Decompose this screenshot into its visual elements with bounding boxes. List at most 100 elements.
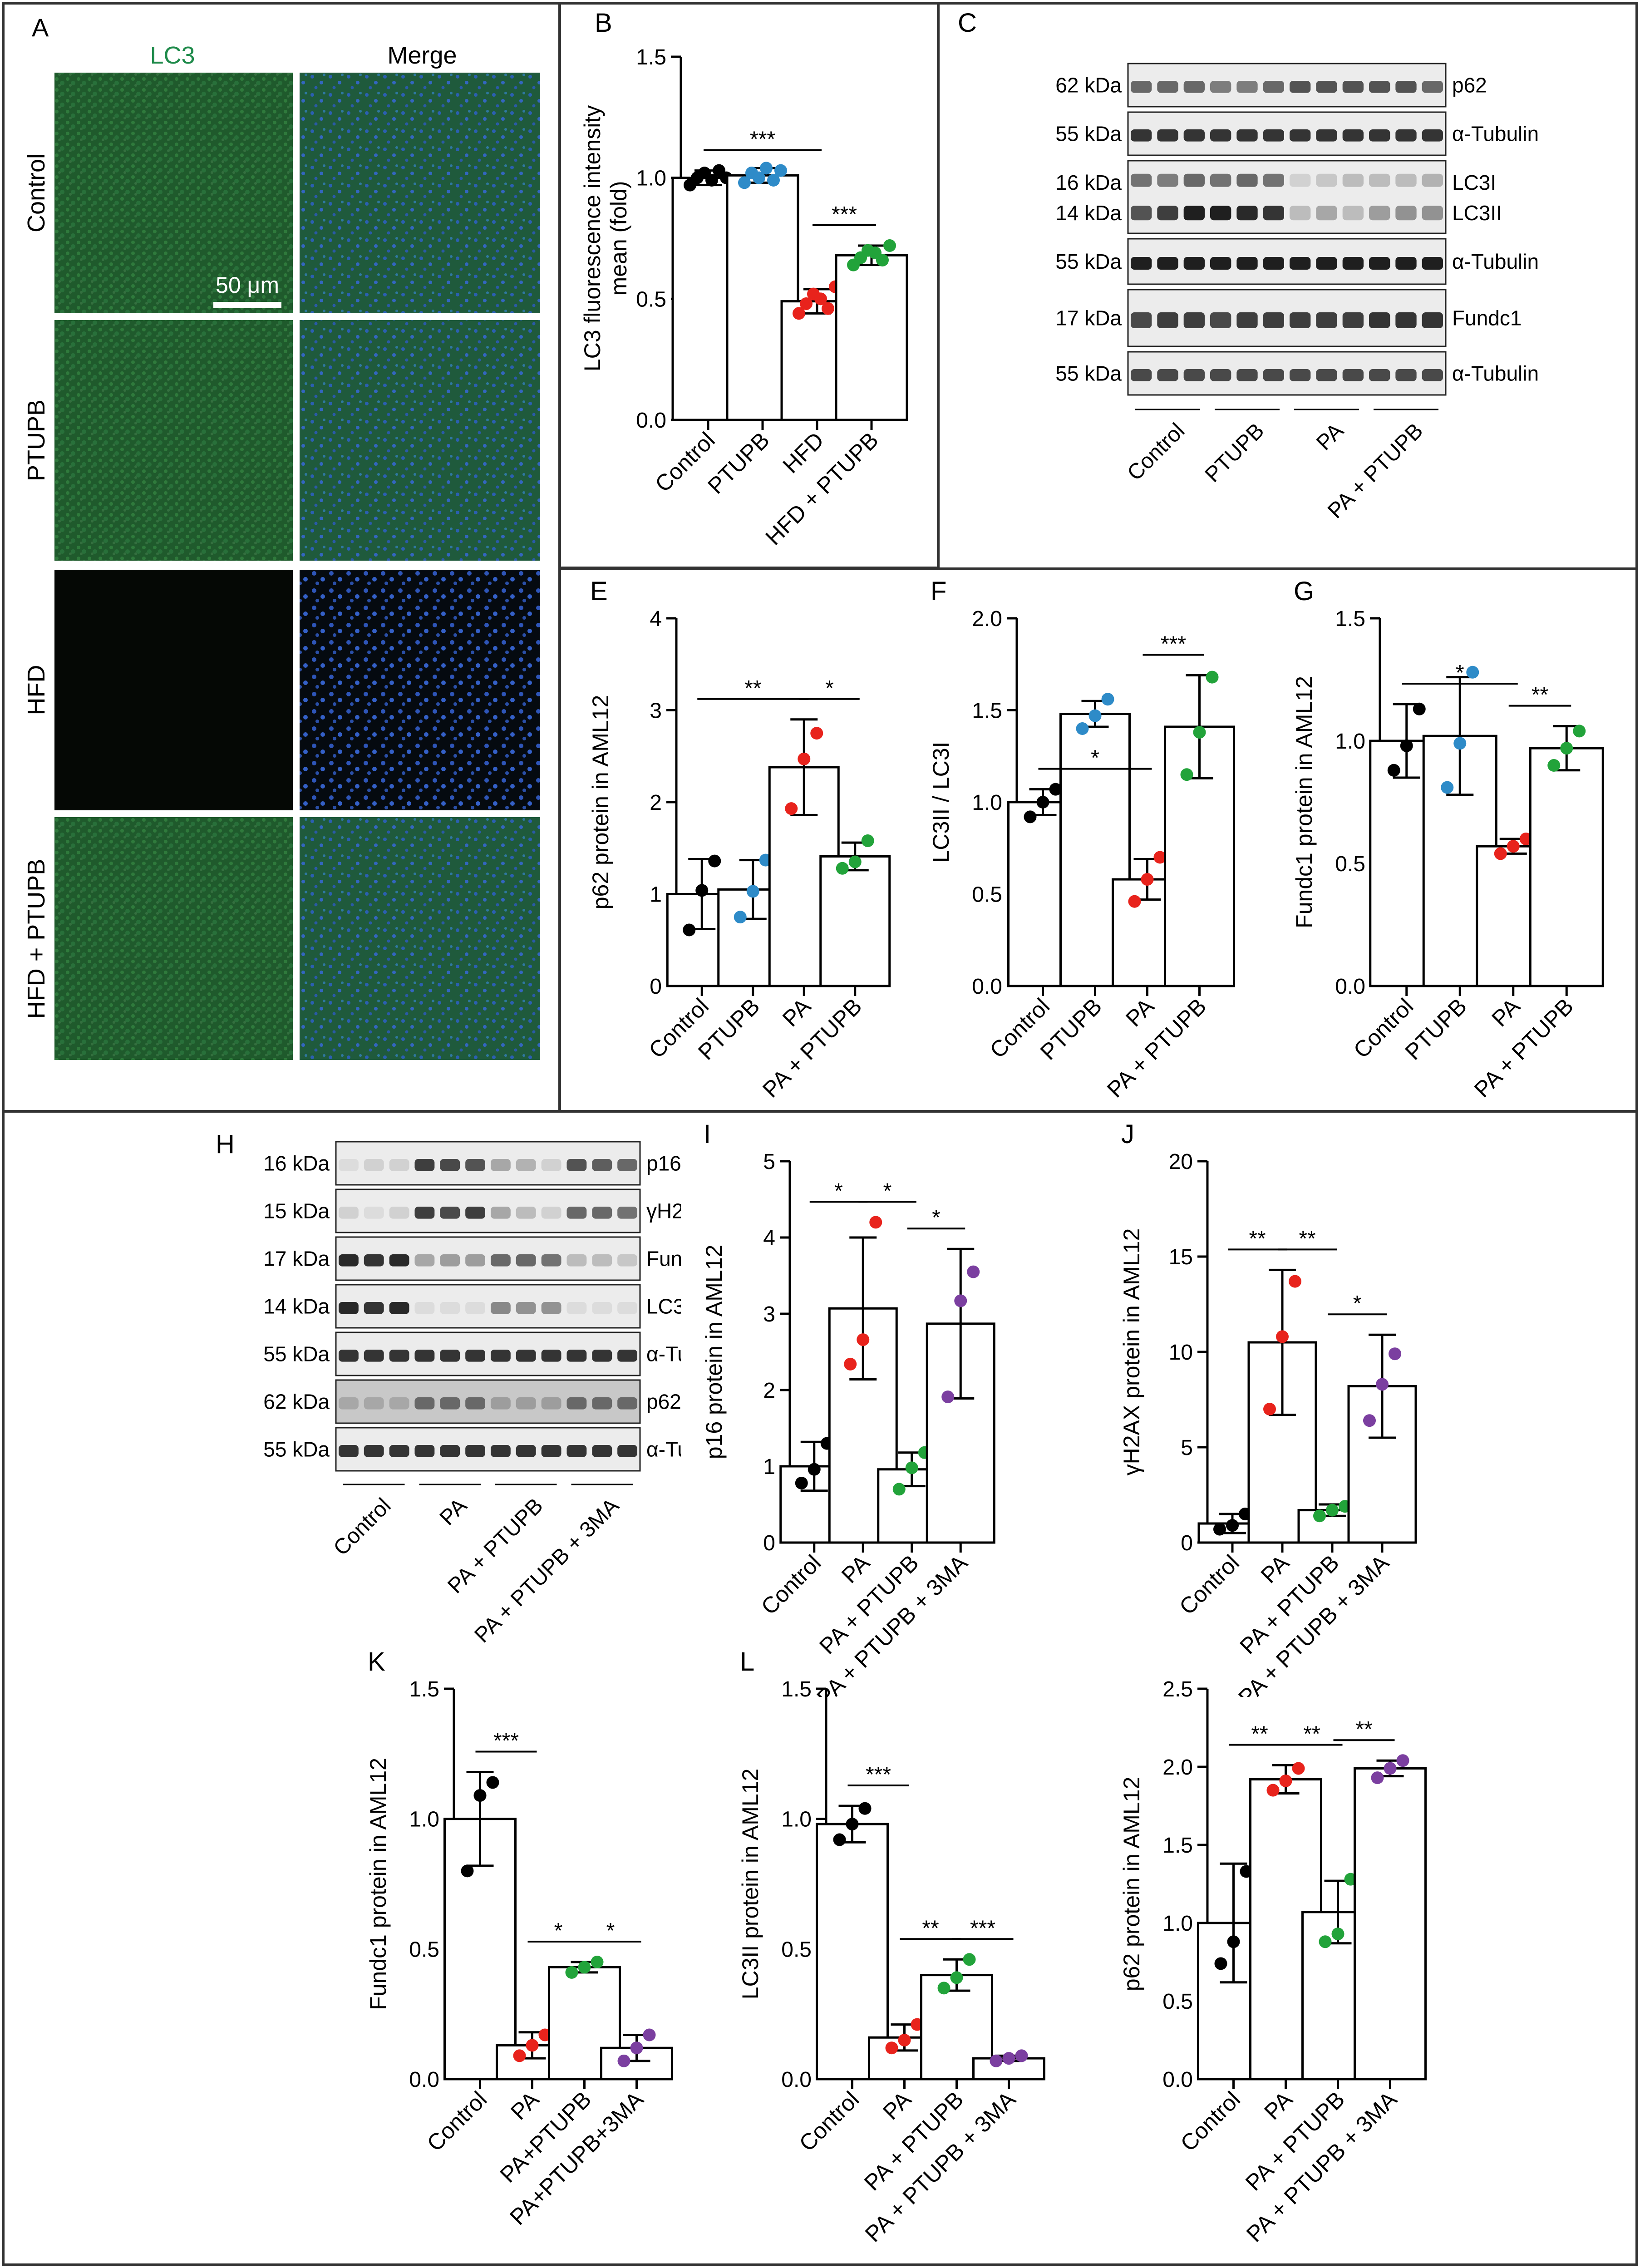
blot-band	[617, 1397, 637, 1410]
data-point	[1036, 796, 1049, 809]
blot-band	[1183, 257, 1205, 270]
data-point	[643, 2028, 656, 2041]
data-point	[808, 1463, 821, 1476]
data-point	[833, 1833, 846, 1846]
y-tick-label: 0.5	[636, 287, 666, 311]
blot-protein-label: LC3II	[646, 1295, 681, 1318]
panel-letter: E	[590, 577, 608, 606]
blot-band	[1395, 369, 1417, 381]
blot-band	[1422, 312, 1443, 328]
blot-band	[465, 1397, 485, 1410]
data-point	[800, 297, 813, 310]
data-point	[705, 174, 718, 187]
data-point	[858, 1802, 872, 1815]
y-axis-label: LC3II protein in AML12	[738, 1769, 763, 2000]
blot-band	[1422, 257, 1443, 270]
blot-band	[1157, 369, 1178, 381]
data-point	[1024, 810, 1037, 823]
blot-band	[339, 1302, 359, 1314]
blot-band	[1369, 257, 1390, 270]
category-label: PA + PTUPB	[1469, 993, 1578, 1102]
blot-band	[1422, 369, 1443, 381]
data-point	[473, 1789, 487, 1802]
data-point	[885, 2041, 898, 2055]
significance-label: *	[883, 1179, 892, 1203]
data-point	[760, 162, 773, 175]
panel-letter: I	[704, 1119, 711, 1149]
panel-letter: H	[216, 1129, 235, 1159]
data-point	[967, 1265, 980, 1278]
data-point	[1560, 742, 1573, 755]
blot-band	[1369, 81, 1390, 93]
blot-band	[1157, 81, 1178, 93]
y-axis-label: Fundc1 protein in AML12	[1291, 676, 1317, 928]
blot-kda-label: 16 kDa	[263, 1152, 330, 1175]
bar-3	[1529, 747, 1604, 987]
data-point	[1441, 781, 1454, 794]
panel-letter: G	[1294, 577, 1314, 606]
blot-band	[516, 1302, 536, 1314]
group-label: PA	[1312, 419, 1348, 455]
blot-band	[414, 1445, 435, 1457]
image-control-merge	[300, 73, 540, 313]
blot-band	[1369, 129, 1390, 142]
blot-strip-0	[335, 1141, 641, 1186]
blot-band	[566, 1254, 587, 1267]
blot-protein-label: α-Tubulin	[1452, 122, 1539, 146]
data-point	[883, 239, 896, 252]
data-point	[798, 752, 811, 765]
data-point	[1363, 1414, 1376, 1427]
blot-band	[1157, 257, 1178, 270]
data-point	[683, 923, 696, 937]
blot-band	[1316, 81, 1337, 93]
group-label: PTUPB	[1201, 419, 1269, 487]
category-label: PA	[506, 2086, 544, 2125]
data-point	[1206, 671, 1219, 684]
data-point	[785, 802, 798, 815]
panel-letter: C	[958, 8, 977, 38]
y-tick-label: 10	[1169, 1341, 1193, 1365]
blot-kda-label: 62 kDa	[1055, 74, 1122, 97]
blot-band	[1157, 206, 1178, 221]
blot-band	[491, 1445, 511, 1457]
panel-l-chart: 0.0 0.5 1.0 1.5 2.0 2.5 p62 protein in AML12 Co…	[1119, 1677, 1427, 2247]
data-point	[1384, 1762, 1397, 1775]
panel-a-microscopy: A LC3 Merge 50 μm Control PTUPB HFD HFD …	[23, 13, 540, 1060]
y-tick-label: 15	[1169, 1245, 1193, 1269]
bar-3	[835, 254, 908, 421]
blot-kda-label: 55 kDa	[263, 1438, 330, 1461]
blot-protein-label: α-Tubulin	[646, 1438, 681, 1461]
data-point	[526, 2039, 539, 2052]
blot-band	[592, 1207, 612, 1219]
blot-band	[1395, 206, 1417, 221]
blot-strip-0	[1127, 63, 1447, 108]
blot-band	[617, 1254, 637, 1267]
blot-band	[566, 1302, 587, 1314]
data-point	[1227, 1935, 1240, 1948]
blot-band	[1157, 173, 1178, 187]
blot-band	[389, 1207, 409, 1219]
blot-band	[440, 1397, 460, 1410]
blot-band	[1290, 129, 1311, 142]
data-point	[1326, 1504, 1339, 1517]
data-point	[513, 2049, 526, 2062]
blot-protein-label: α-Tubulin	[1452, 362, 1539, 385]
y-axis-label-line: LC3 fluorescence intensity	[580, 105, 605, 371]
y-tick-label: 3	[763, 1302, 775, 1326]
blot-band	[1342, 206, 1364, 221]
blot-band	[1263, 257, 1284, 270]
y-tick-label: 1.0	[636, 167, 666, 191]
blot-band	[1210, 81, 1231, 93]
data-point	[1076, 722, 1089, 735]
blot-band	[339, 1254, 359, 1267]
y-axis-label: p16 protein in AML12	[701, 1245, 727, 1459]
y-tick-label: 0.0	[972, 975, 1002, 999]
data-point	[1292, 1762, 1305, 1775]
y-tick-label: 1.0	[972, 791, 1002, 815]
blot-band	[1369, 369, 1390, 381]
blot-band	[617, 1350, 637, 1362]
y-tick-label: 0	[650, 975, 662, 999]
panel-i-chart: J 0 5 10 15 20 γH2AX protein in AML12 Control PA…	[1119, 1119, 1417, 1697]
